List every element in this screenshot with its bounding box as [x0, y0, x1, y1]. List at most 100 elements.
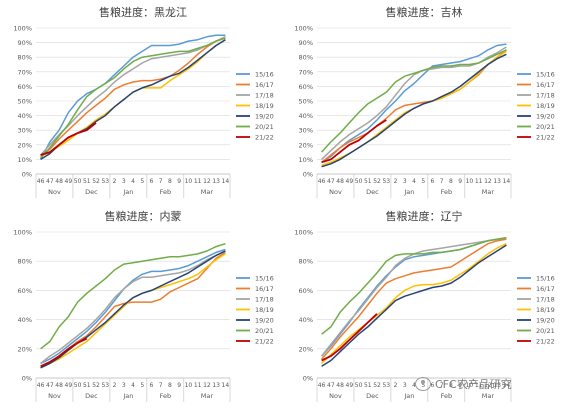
- month-label: Feb: [160, 392, 172, 400]
- x-tick-label: 52: [373, 178, 381, 185]
- y-tick-label: 100%: [13, 25, 32, 33]
- x-tick-label: 6: [150, 382, 154, 389]
- x-tick-label: 2: [394, 178, 398, 185]
- x-tick-label: 51: [83, 382, 91, 389]
- watermark-text: CFC农产品研究: [435, 378, 512, 391]
- x-tick-label: 8: [168, 382, 172, 389]
- x-tick-label: 13: [212, 382, 220, 389]
- x-tick-label: 48: [55, 178, 63, 185]
- legend-label: 17/18: [536, 92, 555, 100]
- y-tick-label: 60%: [299, 83, 313, 91]
- y-tick-label: 20%: [18, 345, 32, 353]
- line-chart: 售粮进度：黑龙江 0% 10% 20% 30% 40% 50% 60% 70% 80% 90% 100…: [13, 5, 274, 198]
- x-tick-label: 48: [336, 178, 344, 185]
- series-line-21-22: [40, 337, 88, 368]
- series-line-20-21: [321, 49, 507, 153]
- series-line-15-16: [321, 43, 507, 163]
- month-label: Jan: [122, 392, 133, 400]
- x-tick-label: 12: [203, 178, 211, 185]
- series-line-21-22: [321, 313, 378, 362]
- x-tick-label: 10: [466, 178, 474, 185]
- x-tick-label: 4: [131, 178, 135, 185]
- x-tick-label: 3: [122, 178, 126, 185]
- x-tick-label: 7: [159, 178, 163, 185]
- y-tick-label: 60%: [18, 287, 32, 295]
- x-tick-label: 13: [493, 178, 501, 185]
- x-tick-label: 46: [318, 178, 326, 185]
- x-tick-label: 14: [222, 382, 230, 389]
- legend-label: 17/18: [255, 92, 274, 100]
- legend-label: 20/21: [255, 123, 274, 131]
- x-tick-label: 7: [440, 382, 444, 389]
- legend-label: 17/18: [255, 296, 274, 304]
- month-label: Feb: [441, 392, 453, 400]
- line-chart: 售粮进度：吉林 0% 10% 20% 30% 40% 50% 60% 70% 80% 90% 100%…: [294, 5, 555, 198]
- x-tick-label: 14: [503, 382, 511, 389]
- legend-label: 21/22: [536, 134, 555, 142]
- legend-label: 20/21: [536, 123, 555, 131]
- x-tick-label: 11: [194, 178, 202, 185]
- y-tick-label: 0%: [22, 375, 32, 383]
- x-tick-label: 52: [373, 382, 381, 389]
- y-tick-label: 20%: [18, 141, 32, 149]
- x-tick-label: 48: [55, 382, 63, 389]
- x-tick-label: 47: [46, 382, 54, 389]
- legend-label: 16/17: [255, 285, 274, 293]
- x-tick-label: 13: [493, 382, 501, 389]
- y-tick-label: 50%: [299, 98, 313, 106]
- y-tick-label: 60%: [299, 287, 313, 295]
- legend-label: 15/16: [536, 71, 555, 79]
- legend-label: 15/16: [255, 71, 274, 79]
- month-label: Jan: [122, 188, 133, 196]
- month-label: Feb: [441, 188, 453, 196]
- series-line-17-18: [321, 237, 507, 357]
- y-tick-label: 0%: [303, 375, 313, 383]
- month-label: Dec: [366, 188, 379, 196]
- x-tick-label: 5: [140, 178, 144, 185]
- x-tick-label: 8: [168, 178, 172, 185]
- chart-title: 售粮进度：辽宁: [386, 209, 463, 223]
- month-label: Dec: [85, 392, 98, 400]
- series-line-17-18: [40, 36, 226, 156]
- month-label: Nov: [329, 188, 342, 196]
- month-label: Mar: [201, 392, 214, 400]
- x-tick-label: 48: [336, 382, 344, 389]
- legend-label: 20/21: [536, 327, 555, 335]
- series-line-21-22: [40, 122, 97, 156]
- legend-label: 19/20: [255, 317, 274, 325]
- y-tick-label: 60%: [18, 83, 32, 91]
- series-line-20-21: [321, 237, 507, 335]
- legend-label: 19/20: [536, 113, 555, 121]
- x-tick-label: 50: [355, 178, 363, 185]
- x-tick-label: 5: [140, 382, 144, 389]
- x-tick-label: 9: [458, 382, 462, 389]
- series-line-17-18: [40, 250, 226, 364]
- chart-panel-liaoning: 售粮进度：辽宁 0% 20% 40% 60% 80% 100% 46 47 48 49 50 51 52 5…: [281, 204, 562, 408]
- x-tick-label: 47: [327, 382, 335, 389]
- x-tick-label: 9: [177, 178, 181, 185]
- x-tick-label: 51: [83, 178, 91, 185]
- x-tick-label: 53: [101, 382, 109, 389]
- x-tick-label: 51: [364, 382, 372, 389]
- x-tick-label: 14: [222, 178, 230, 185]
- legend-label: 21/22: [255, 134, 274, 142]
- legend-label: 18/19: [536, 306, 555, 314]
- x-tick-label: 2: [113, 178, 117, 185]
- x-tick-label: 52: [92, 178, 100, 185]
- wechat-icon: [415, 377, 431, 391]
- x-tick-label: 2: [113, 382, 117, 389]
- legend-label: 20/21: [255, 327, 274, 335]
- series-line-15-16: [321, 237, 507, 357]
- series-line-21-22: [321, 119, 387, 164]
- chart-title: 售粮进度：吉林: [386, 5, 463, 19]
- x-tick-label: 5: [421, 178, 425, 185]
- y-tick-label: 0%: [303, 171, 313, 179]
- x-tick-label: 51: [364, 178, 372, 185]
- x-tick-label: 10: [466, 382, 474, 389]
- legend-label: 18/19: [255, 102, 274, 110]
- y-tick-label: 80%: [18, 54, 32, 62]
- x-tick-label: 46: [318, 382, 326, 389]
- x-tick-label: 11: [194, 382, 202, 389]
- watermark: CFC农产品研究: [415, 374, 555, 394]
- chart-title: 售粮进度：黑龙江: [99, 5, 187, 19]
